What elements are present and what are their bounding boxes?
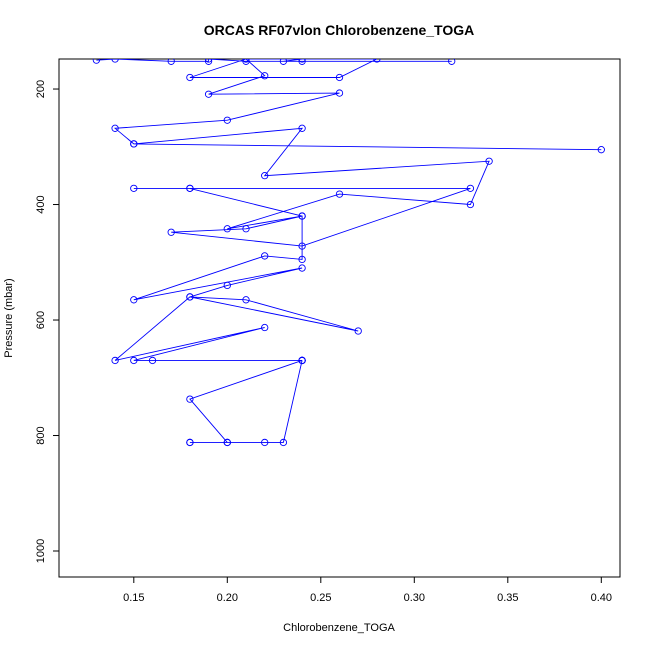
- data-point: [597, 146, 605, 154]
- data-point: [279, 438, 288, 447]
- data-point: [223, 225, 231, 233]
- data-point: [223, 281, 231, 290]
- data-point: [261, 172, 269, 180]
- data-point: [261, 252, 269, 260]
- data-point: [298, 255, 306, 264]
- x-tick-label: 0.20: [217, 592, 238, 604]
- data-point: [298, 264, 306, 272]
- plot-frame: [58, 58, 621, 578]
- data-point: [111, 356, 119, 365]
- data-point: [130, 184, 138, 193]
- data-point: [298, 356, 306, 365]
- data-point: [130, 296, 138, 304]
- data-point: [186, 293, 194, 301]
- x-tick-label: 0.30: [404, 592, 425, 604]
- data-point: [130, 140, 138, 148]
- data-point: [298, 212, 306, 220]
- data-point: [466, 200, 475, 209]
- y-axis-label: Pressure (mbar): [3, 278, 15, 357]
- x-axis-label: Chlorobenzene_TOGA: [283, 622, 395, 634]
- data-point: [186, 184, 194, 193]
- data-point: [223, 438, 231, 447]
- series-layer: [92, 59, 605, 447]
- data-point: [298, 59, 306, 63]
- data-point: [148, 356, 157, 365]
- data-point: [186, 73, 194, 82]
- data-point: [111, 124, 119, 132]
- y-axis: 200 400 600 800 1000: [35, 80, 60, 563]
- data-point: [242, 225, 250, 233]
- y-tick-label: 1000: [35, 539, 47, 563]
- data-point: [223, 116, 231, 124]
- data-point: [186, 395, 194, 403]
- x-tick-label: 0.40: [591, 592, 612, 604]
- y-tick-label: 800: [35, 426, 47, 444]
- data-point: [354, 327, 362, 335]
- data-point: [373, 59, 381, 63]
- data-point: [485, 157, 493, 165]
- data-point: [335, 73, 344, 82]
- y-tick-label: 200: [35, 80, 47, 98]
- y-tick-label: 600: [35, 311, 47, 329]
- x-tick-label: 0.35: [497, 592, 518, 604]
- data-point: [242, 59, 250, 65]
- data-point: [298, 242, 306, 250]
- series-line: [96, 59, 602, 443]
- data-point: [204, 59, 213, 63]
- data-point: [335, 190, 344, 198]
- data-point: [335, 89, 344, 97]
- x-tick-label: 0.15: [123, 592, 144, 604]
- data-point: [111, 59, 119, 63]
- x-tick-label: 0.25: [310, 592, 331, 604]
- data-point: [130, 356, 138, 365]
- data-point: [204, 59, 213, 65]
- chart-title: ORCAS RF07vlon Chlorobenzene_TOGA: [204, 22, 474, 38]
- data-point: [279, 59, 288, 65]
- data-point: [298, 59, 306, 65]
- data-point: [261, 323, 269, 332]
- data-point: [466, 184, 475, 193]
- data-point: [167, 59, 175, 65]
- data-point: [186, 438, 194, 447]
- data-point: [242, 59, 250, 63]
- data-point: [261, 72, 269, 80]
- data-point: [298, 124, 306, 132]
- data-point: [448, 59, 456, 65]
- data-point: [92, 59, 101, 64]
- x-axis: 0.15 0.20 0.25 0.30 0.35 0.40: [123, 576, 612, 604]
- data-point: [242, 296, 250, 304]
- y-tick-label: 400: [35, 195, 47, 213]
- data-point: [167, 228, 175, 236]
- data-point: [261, 438, 269, 447]
- data-point: [204, 90, 213, 98]
